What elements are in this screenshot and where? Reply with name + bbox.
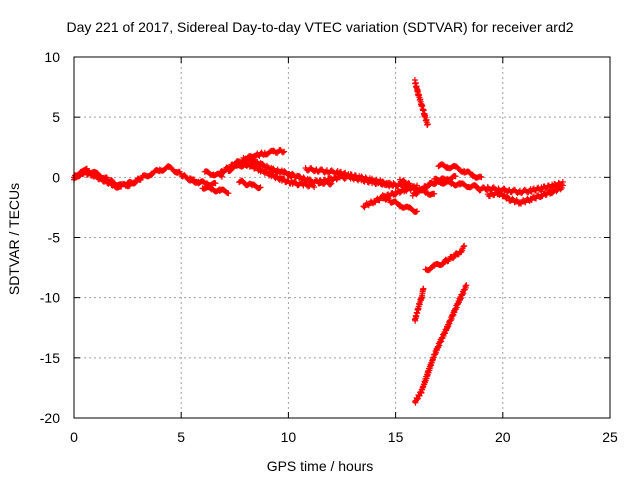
data-point (281, 148, 288, 155)
data-point (212, 180, 219, 187)
data-point (478, 174, 485, 181)
data-point (97, 174, 104, 181)
series-track-22 (411, 285, 427, 324)
data-point (420, 285, 427, 292)
series-track-6 (199, 184, 232, 197)
data-point (131, 180, 138, 187)
data-point (311, 184, 318, 191)
data-point (553, 188, 560, 195)
y-tick-label: -5 (48, 230, 61, 246)
x-tick-label: 5 (177, 429, 185, 445)
data-point (250, 156, 257, 163)
data-point (463, 282, 470, 289)
data-points (71, 76, 566, 406)
data-point (279, 149, 286, 156)
series-track-19 (431, 175, 481, 191)
data-point (296, 173, 303, 180)
data-point (329, 177, 336, 184)
series-track-25 (474, 178, 566, 197)
series-track-20 (435, 161, 485, 181)
series-track-2 (71, 168, 125, 191)
grid (74, 57, 610, 418)
data-point (392, 191, 399, 198)
data-point (460, 243, 467, 250)
data-point (333, 176, 340, 183)
data-point (256, 184, 263, 191)
series-track-16 (379, 192, 421, 215)
y-tick-label: 5 (52, 109, 60, 125)
y-tick-label: -10 (40, 290, 60, 306)
series-track-5 (201, 168, 225, 180)
data-point (431, 190, 438, 197)
chart-title: Day 221 of 2017, Sidereal Day-to-day VTE… (66, 19, 574, 35)
data-point (549, 190, 556, 197)
data-point (220, 169, 227, 176)
x-axis-label: GPS time / hours (266, 458, 374, 474)
data-point (424, 121, 431, 128)
plot-frame (73, 56, 611, 419)
series-track-24 (411, 282, 470, 406)
data-point (259, 160, 266, 167)
series-track-3 (122, 163, 198, 189)
data-point (559, 182, 566, 189)
x-tick-label: 0 (70, 429, 78, 445)
x-tick-label: 20 (495, 429, 511, 445)
data-point (424, 184, 431, 191)
data-point (225, 190, 232, 197)
data-point (400, 177, 407, 184)
data-point (439, 261, 446, 268)
series-track-23 (422, 242, 468, 274)
data-point (257, 184, 264, 191)
y-tick-label: 0 (52, 169, 60, 185)
data-point (396, 189, 403, 196)
x-tick-label: 25 (602, 429, 618, 445)
series-track-26 (484, 182, 566, 207)
data-point (327, 181, 334, 188)
data-point (118, 183, 125, 190)
data-point (461, 242, 468, 249)
data-point (328, 180, 335, 187)
y-tick-label: -20 (40, 410, 60, 426)
y-tick-label: -15 (40, 350, 60, 366)
series-track-21 (411, 76, 431, 128)
series-track-9 (236, 177, 264, 192)
y-tick-label: 10 (44, 49, 60, 65)
x-tick-label: 15 (388, 429, 404, 445)
data-point (413, 191, 420, 198)
data-point (263, 162, 270, 169)
y-axis-label: SDTVAR / TECUs (6, 182, 22, 296)
data-point (273, 150, 280, 157)
data-point (300, 174, 307, 181)
data-point (414, 208, 421, 215)
data-point (452, 173, 459, 180)
x-tick-label: 10 (281, 429, 297, 445)
data-point (379, 192, 386, 199)
